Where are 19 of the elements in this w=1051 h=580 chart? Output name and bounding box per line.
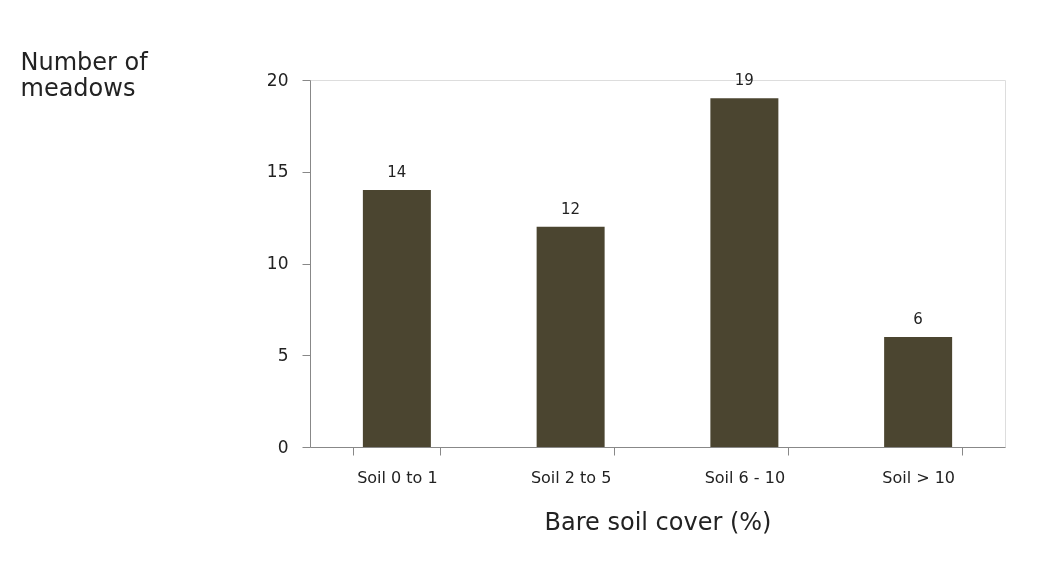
x-tick-label: Soil > 10 xyxy=(882,467,956,487)
data-label: 14 xyxy=(387,163,407,182)
y-tick-label: 0 xyxy=(277,436,289,457)
bar xyxy=(710,98,779,447)
y-axis-title: Number of meadows xyxy=(20,47,149,102)
bar xyxy=(884,336,953,447)
y-tick-label: 5 xyxy=(277,344,289,365)
x-tick-label: Soil 2 to 5 xyxy=(530,467,612,487)
data-label: 6 xyxy=(913,309,923,328)
bar xyxy=(536,226,605,447)
y-tick-label: 15 xyxy=(266,161,289,182)
y-tick-label: 20 xyxy=(266,69,289,90)
x-tick-label: Soil 0 to 1 xyxy=(357,467,438,487)
y-tick-label: 10 xyxy=(266,253,289,273)
bar xyxy=(362,190,431,447)
data-label: 19 xyxy=(734,71,754,90)
x-tick-label: Soil 6 - 10 xyxy=(704,467,786,487)
data-label: 12 xyxy=(561,199,581,218)
x-axis-title: Bare soil cover (%) xyxy=(544,507,772,536)
